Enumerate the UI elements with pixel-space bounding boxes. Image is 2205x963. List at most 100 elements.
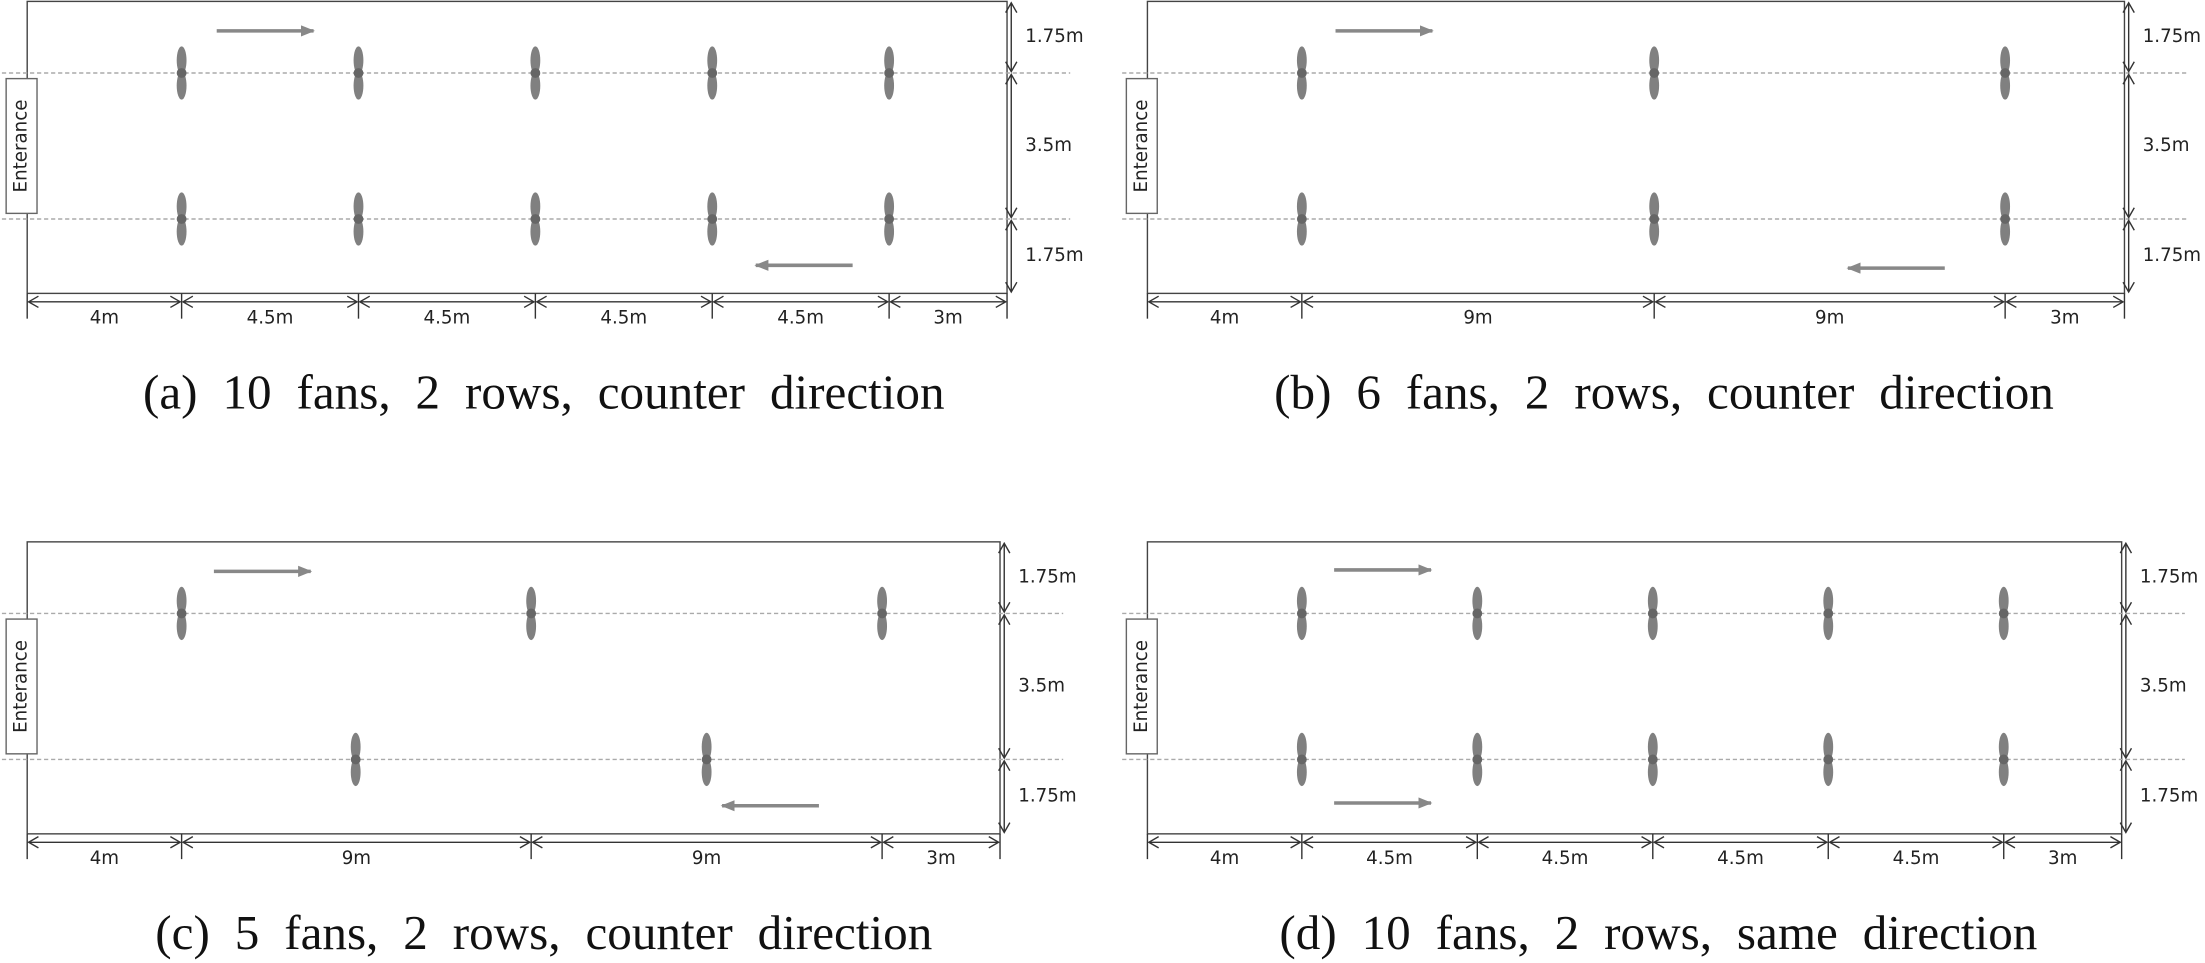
- fan-blade: [707, 71, 718, 100]
- fan-blade: [1998, 758, 2009, 787]
- height-label: 1.75m: [1025, 245, 1083, 266]
- fan-hub: [1472, 608, 1483, 619]
- fan-hub: [176, 608, 187, 619]
- fan-blade: [176, 192, 187, 221]
- width-label: 4m: [1210, 848, 1239, 869]
- width-label: 4.5m: [424, 308, 471, 329]
- height-label: 1.75m: [1018, 567, 1076, 588]
- fan-blade: [2000, 46, 2011, 75]
- fan-blade: [1296, 217, 1307, 246]
- entrance-box: [5, 618, 38, 755]
- fan-blade: [1296, 46, 1307, 75]
- fan-hub: [1296, 214, 1307, 224]
- fan-blade: [877, 612, 888, 641]
- width-label: 4m: [90, 848, 119, 869]
- width-label: 3m: [933, 308, 962, 329]
- fan-hub: [1823, 754, 1834, 765]
- fan-blade: [353, 192, 364, 221]
- height-label: 1.75m: [2140, 786, 2198, 807]
- fan-blade: [707, 46, 718, 75]
- fan-blade: [1296, 586, 1307, 615]
- room-outline: [26, 541, 1001, 835]
- fan-blade: [1649, 46, 1660, 75]
- fan-hub: [530, 68, 541, 78]
- panel: Enterance 1.75m 3.5m 1.75m 4m 9m 9m 3m (c) 5 fan…: [1, 541, 1077, 960]
- fan-hub: [353, 214, 364, 224]
- height-label: 1.75m: [1018, 786, 1076, 807]
- fan-blade: [353, 217, 364, 246]
- fan-hub: [530, 214, 541, 224]
- height-label: 3.5m: [1025, 135, 1072, 156]
- fan-blade: [526, 586, 537, 615]
- fan-blade: [1296, 71, 1307, 100]
- fan-blade: [884, 217, 895, 246]
- panel: Enterance 1.75m 3.5m 1.75m 4m 9m 9m 3m (b) 6 fan…: [1122, 0, 2201, 420]
- fan-blade: [707, 217, 718, 246]
- fan-hub: [701, 754, 712, 765]
- fan-blade: [1998, 732, 2009, 761]
- fan-blade: [1296, 732, 1307, 761]
- fan-blade: [884, 71, 895, 100]
- fan-blade: [1296, 758, 1307, 787]
- fan-blade: [1472, 586, 1483, 615]
- caption: (c) 5 fans, 2 rows, counter direction: [155, 905, 932, 960]
- fan-blade: [1472, 612, 1483, 641]
- height-label: 1.75m: [2143, 245, 2201, 266]
- fan-hub: [1823, 608, 1834, 619]
- fan-blade: [1823, 586, 1834, 615]
- fan-hub: [1296, 754, 1307, 765]
- panel: Enterance 1.75m 3.5m 1.75m 4m 4.5m 4.5m 4.5m 4.5…: [1, 0, 1084, 420]
- fan-blade: [701, 732, 712, 761]
- entrance-box: [1125, 618, 1158, 755]
- width-label: 4.5m: [777, 308, 824, 329]
- fan-blade: [350, 732, 361, 761]
- entrance-box: [5, 77, 38, 215]
- fan-hub: [1296, 68, 1307, 78]
- fan-blade: [530, 71, 541, 100]
- fan-blade: [1823, 758, 1834, 787]
- fan-blade: [1823, 612, 1834, 641]
- fan-blade: [1647, 758, 1658, 787]
- fan-blade: [176, 612, 187, 641]
- fan-hub: [884, 68, 895, 78]
- caption: (d) 10 fans, 2 rows, same direction: [1279, 905, 2037, 960]
- fan-blade: [1998, 612, 2009, 641]
- fan-blade: [1647, 586, 1658, 615]
- fan-blade: [2000, 71, 2011, 100]
- entrance-label: Enterance: [11, 640, 32, 733]
- entrance-label: Enterance: [11, 100, 32, 193]
- fan-hub: [707, 68, 718, 78]
- fan-blade: [353, 71, 364, 100]
- width-label: 9m: [1815, 308, 1844, 329]
- fan-blade: [1647, 612, 1658, 641]
- fan-hub: [353, 68, 364, 78]
- fan-blade: [701, 758, 712, 787]
- width-label: 3m: [926, 848, 955, 869]
- room-outline: [1146, 541, 2123, 835]
- width-label: 3m: [2050, 308, 2079, 329]
- fan-blade: [1998, 586, 2009, 615]
- fan-blade: [1296, 612, 1307, 641]
- fan-hub: [707, 214, 718, 224]
- width-label: 4.5m: [1893, 848, 1940, 869]
- room-outline: [1146, 0, 2126, 295]
- width-label: 3m: [2048, 848, 2077, 869]
- fan-blade: [877, 586, 888, 615]
- fan-blade: [526, 612, 537, 641]
- fan-blade: [884, 192, 895, 221]
- entrance-box: [1125, 77, 1158, 215]
- fan-blade: [1649, 192, 1660, 221]
- width-label: 4.5m: [600, 308, 647, 329]
- fan-hub: [1296, 608, 1307, 619]
- fan-hub: [1647, 608, 1658, 619]
- fan-blade: [176, 46, 187, 75]
- fan-blade: [530, 46, 541, 75]
- fan-hub: [884, 214, 895, 224]
- fan-hub: [1647, 754, 1658, 765]
- width-label: 4m: [90, 308, 119, 329]
- fan-blade: [1296, 192, 1307, 221]
- fan-blade: [1472, 758, 1483, 787]
- height-label: 1.75m: [2140, 567, 2198, 588]
